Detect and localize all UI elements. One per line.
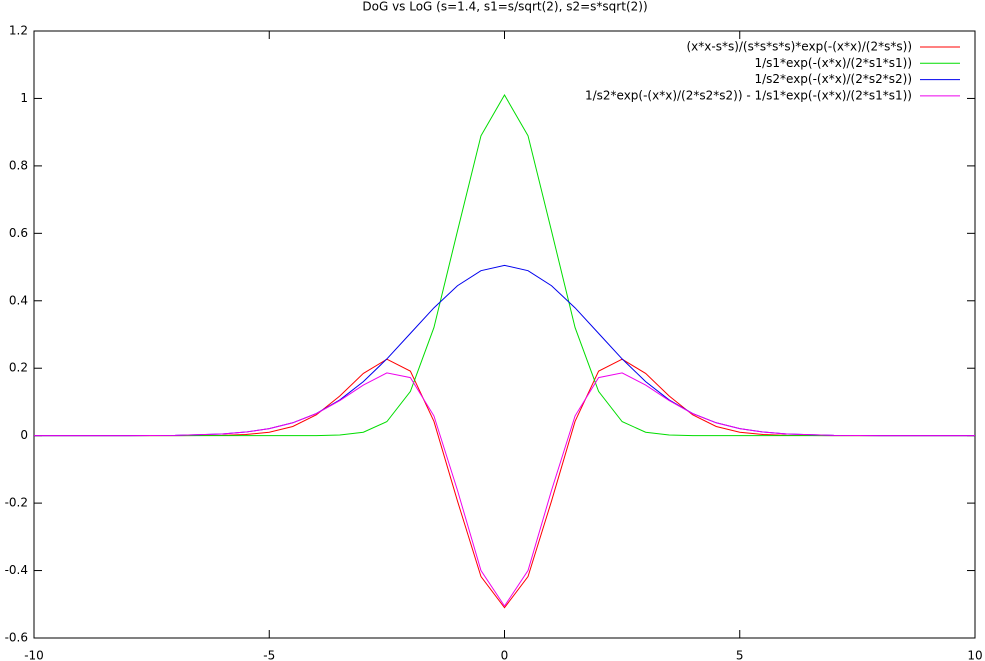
legend-label: 1/s2*exp(-(x*x)/(2*s2*s2)) - 1/s1*exp(-(… [585,88,912,102]
y-tick-label: -0.4 [5,563,28,577]
legend-label: 1/s1*exp(-(x*x)/(2*s1*s1)) [754,56,912,70]
series-line [34,94,975,437]
y-tick-label: 0.8 [9,158,28,172]
x-tick-label: -10 [24,649,44,661]
y-tick-label: 0.4 [9,293,28,307]
legend-label: 1/s2*exp(-(x*x)/(2*s2*s2)) [754,72,912,86]
y-tick-label: 0.2 [9,361,28,375]
y-tick-label: 0.6 [9,226,28,240]
series-line [34,358,975,609]
plot-border [33,30,976,639]
x-tick-label: 0 [501,649,509,661]
series-line [34,264,975,437]
y-tick-label: 1.2 [9,24,28,38]
legend-label: (x*x-s*s)/(s*s*s*s)*exp(-(x*x)/(2*s*s)) [686,40,912,54]
y-tick-label: -0.2 [5,496,28,510]
series-line [34,372,975,607]
y-tick-label: -0.6 [5,631,28,645]
chart-title: DoG vs LoG (s=1.4, s1=s/sqrt(2), s2=s*sq… [362,0,647,14]
y-tick-label: 0 [20,428,28,442]
x-tick-label: 5 [736,649,744,661]
x-tick-label: 10 [967,649,982,661]
x-tick-label: -5 [263,649,275,661]
y-tick-label: 1 [20,91,28,105]
